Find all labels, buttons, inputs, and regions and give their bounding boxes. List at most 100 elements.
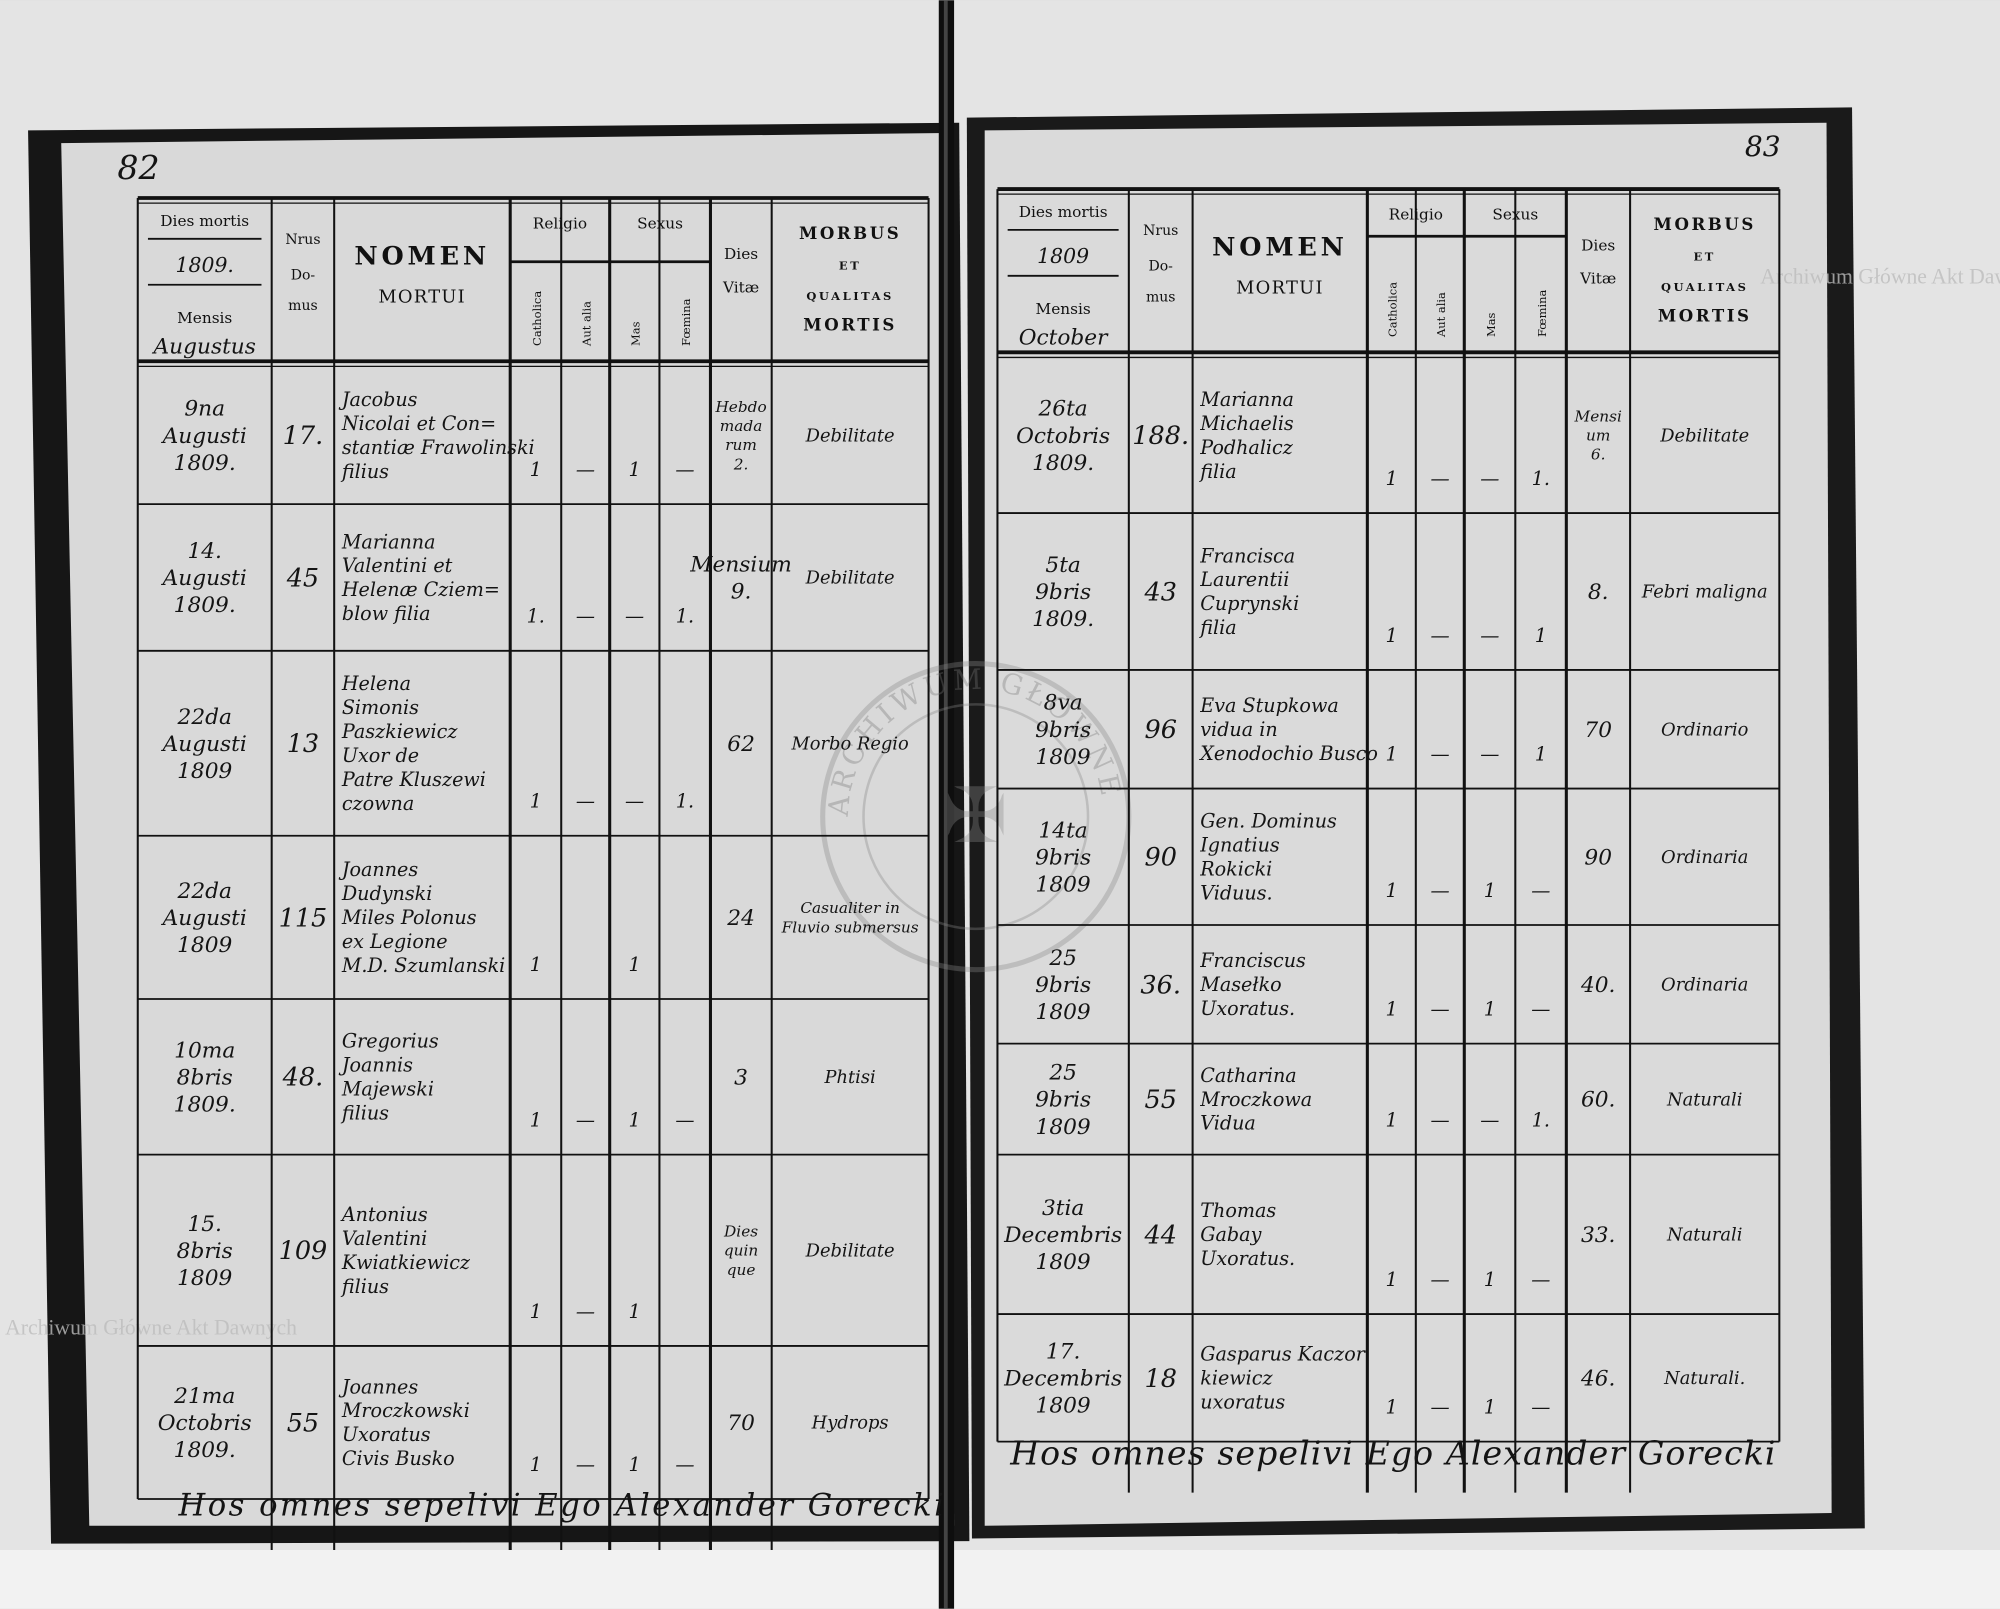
cause-of-death: Naturali.: [1663, 1368, 1745, 1389]
age-at-death: um: [1586, 427, 1610, 445]
header-mensis: Mensis: [177, 309, 232, 327]
mas-mark: 1: [1484, 998, 1496, 1021]
deceased-name: stantiæ Frawolinski: [342, 436, 535, 459]
catholica-mark: 1: [1385, 879, 1397, 902]
house-number: 44: [1143, 1220, 1176, 1250]
house-number: 45: [286, 563, 319, 593]
deceased-name: ex Legione: [342, 930, 448, 953]
age-at-death: 46.: [1580, 1366, 1615, 1391]
age-at-death: Dies: [723, 1223, 758, 1241]
page-paper: [61, 122, 1832, 1526]
deceased-name: uxoratus: [1200, 1390, 1285, 1413]
deceased-name: filius: [340, 1275, 389, 1298]
death-date: 15.: [187, 1212, 221, 1237]
deceased-name: Gregorius: [342, 1030, 439, 1053]
deceased-name: Simonis: [342, 696, 419, 719]
deceased-name: Podhalicz: [1199, 436, 1294, 459]
death-date: 1809.: [174, 1438, 236, 1463]
page-number-left: 82: [117, 148, 159, 187]
deceased-name: Uxoratus.: [1200, 997, 1295, 1020]
deceased-name: Mroczkowski: [341, 1399, 470, 1422]
deceased-name: filius: [340, 460, 389, 483]
cause-of-death: Ordinario: [1661, 719, 1748, 740]
age-at-death: 33.: [1581, 1223, 1615, 1248]
house-number: 55: [1144, 1085, 1176, 1115]
death-date: 1809: [1036, 872, 1091, 897]
header-foemina: Fœmina: [1535, 289, 1549, 337]
header-aut_alia: Aut alia: [1434, 292, 1448, 338]
death-date: 8bris: [177, 1065, 233, 1090]
deceased-name: Joannes: [338, 1375, 419, 1398]
header-morbus: MORBUS: [1654, 214, 1756, 234]
mas-mark: 1: [628, 458, 640, 481]
header-nomen: NOMEN: [1212, 232, 1348, 262]
deceased-name: Jacobus: [338, 388, 418, 411]
header-morbus: MORBUS: [799, 223, 901, 243]
death-date: 1809: [1036, 1000, 1091, 1025]
death-date: 17.: [1046, 1339, 1080, 1364]
mas-mark: —: [1480, 624, 1499, 647]
watermark-left: Archiwum Główne Akt Dawnych: [5, 1315, 297, 1339]
house-number: 109: [279, 1236, 328, 1266]
death-date: 25: [1048, 1061, 1077, 1086]
deceased-name: blow filia: [342, 602, 431, 625]
aut_alia-mark: —: [1430, 742, 1449, 765]
deceased-name: vidua in: [1200, 718, 1277, 741]
catholica-mark: 1: [1385, 624, 1397, 647]
header-mas: Mas: [1484, 312, 1498, 337]
cause-of-death: Debilitate: [805, 1241, 895, 1262]
header-morbus: MORTIS: [1658, 306, 1752, 326]
signature-left: Hos omnes sepelivi Ego Alexander Gorecki: [178, 1489, 944, 1524]
cause-of-death: Morbo Regio: [791, 734, 909, 755]
mas-mark: —: [1480, 467, 1499, 490]
deceased-name: Uxoratus: [342, 1423, 431, 1446]
aut_alia-mark: —: [1430, 624, 1449, 647]
aut_alia-mark: —: [576, 1109, 595, 1132]
death-date: 14ta: [1039, 818, 1088, 843]
deceased-name: Kwiatkiewicz: [341, 1251, 471, 1274]
age-at-death: quin: [724, 1242, 758, 1260]
death-date: 25: [1048, 946, 1077, 971]
death-date: 1809: [1036, 1115, 1091, 1140]
header-foemina: Fœmina: [679, 298, 693, 346]
deceased-name: Marianna: [1199, 388, 1294, 411]
deceased-name: Franciscus: [1199, 949, 1306, 972]
house-number: 188.: [1132, 421, 1189, 451]
mas-mark: 1: [628, 1453, 640, 1476]
age-at-death: Mensium: [689, 552, 792, 577]
header-morbus: QUALITAS: [1661, 280, 1748, 294]
catholica-mark: 1: [530, 790, 542, 813]
death-date: 8bris: [177, 1239, 233, 1264]
deceased-name: Rokicki: [1199, 857, 1272, 880]
foemina-mark: 1: [1535, 742, 1547, 765]
death-date: 14.: [187, 539, 221, 564]
age-at-death: 70: [1584, 718, 1612, 743]
aut_alia-mark: —: [1430, 1109, 1449, 1132]
foemina-mark: 1.: [676, 790, 694, 813]
deceased-name: Michaelis: [1199, 412, 1294, 435]
death-date: 3tia: [1042, 1196, 1084, 1221]
death-date: 1809.: [174, 451, 236, 476]
deceased-name: Gabay: [1200, 1223, 1261, 1246]
foemina-mark: 1.: [1532, 1109, 1550, 1132]
deceased-name: Marianna: [341, 530, 436, 553]
deceased-name: Valentini: [342, 1227, 427, 1250]
mas-mark: —: [1480, 1109, 1499, 1132]
age-at-death: Hebdo: [714, 398, 766, 416]
cause-of-death: Fluvio submersus: [781, 918, 919, 936]
cause-of-death: Ordinaria: [1661, 847, 1748, 868]
cause-of-death: Ordinaria: [1661, 975, 1748, 996]
header-nrus: Nrus: [285, 232, 320, 248]
cause-of-death: Naturali: [1666, 1225, 1743, 1246]
header-dies-vitae: Vitæ: [722, 278, 759, 296]
header-nomen: NOMEN: [354, 241, 490, 271]
catholica-mark: 1: [1385, 742, 1397, 765]
foemina-mark: —: [675, 458, 694, 481]
